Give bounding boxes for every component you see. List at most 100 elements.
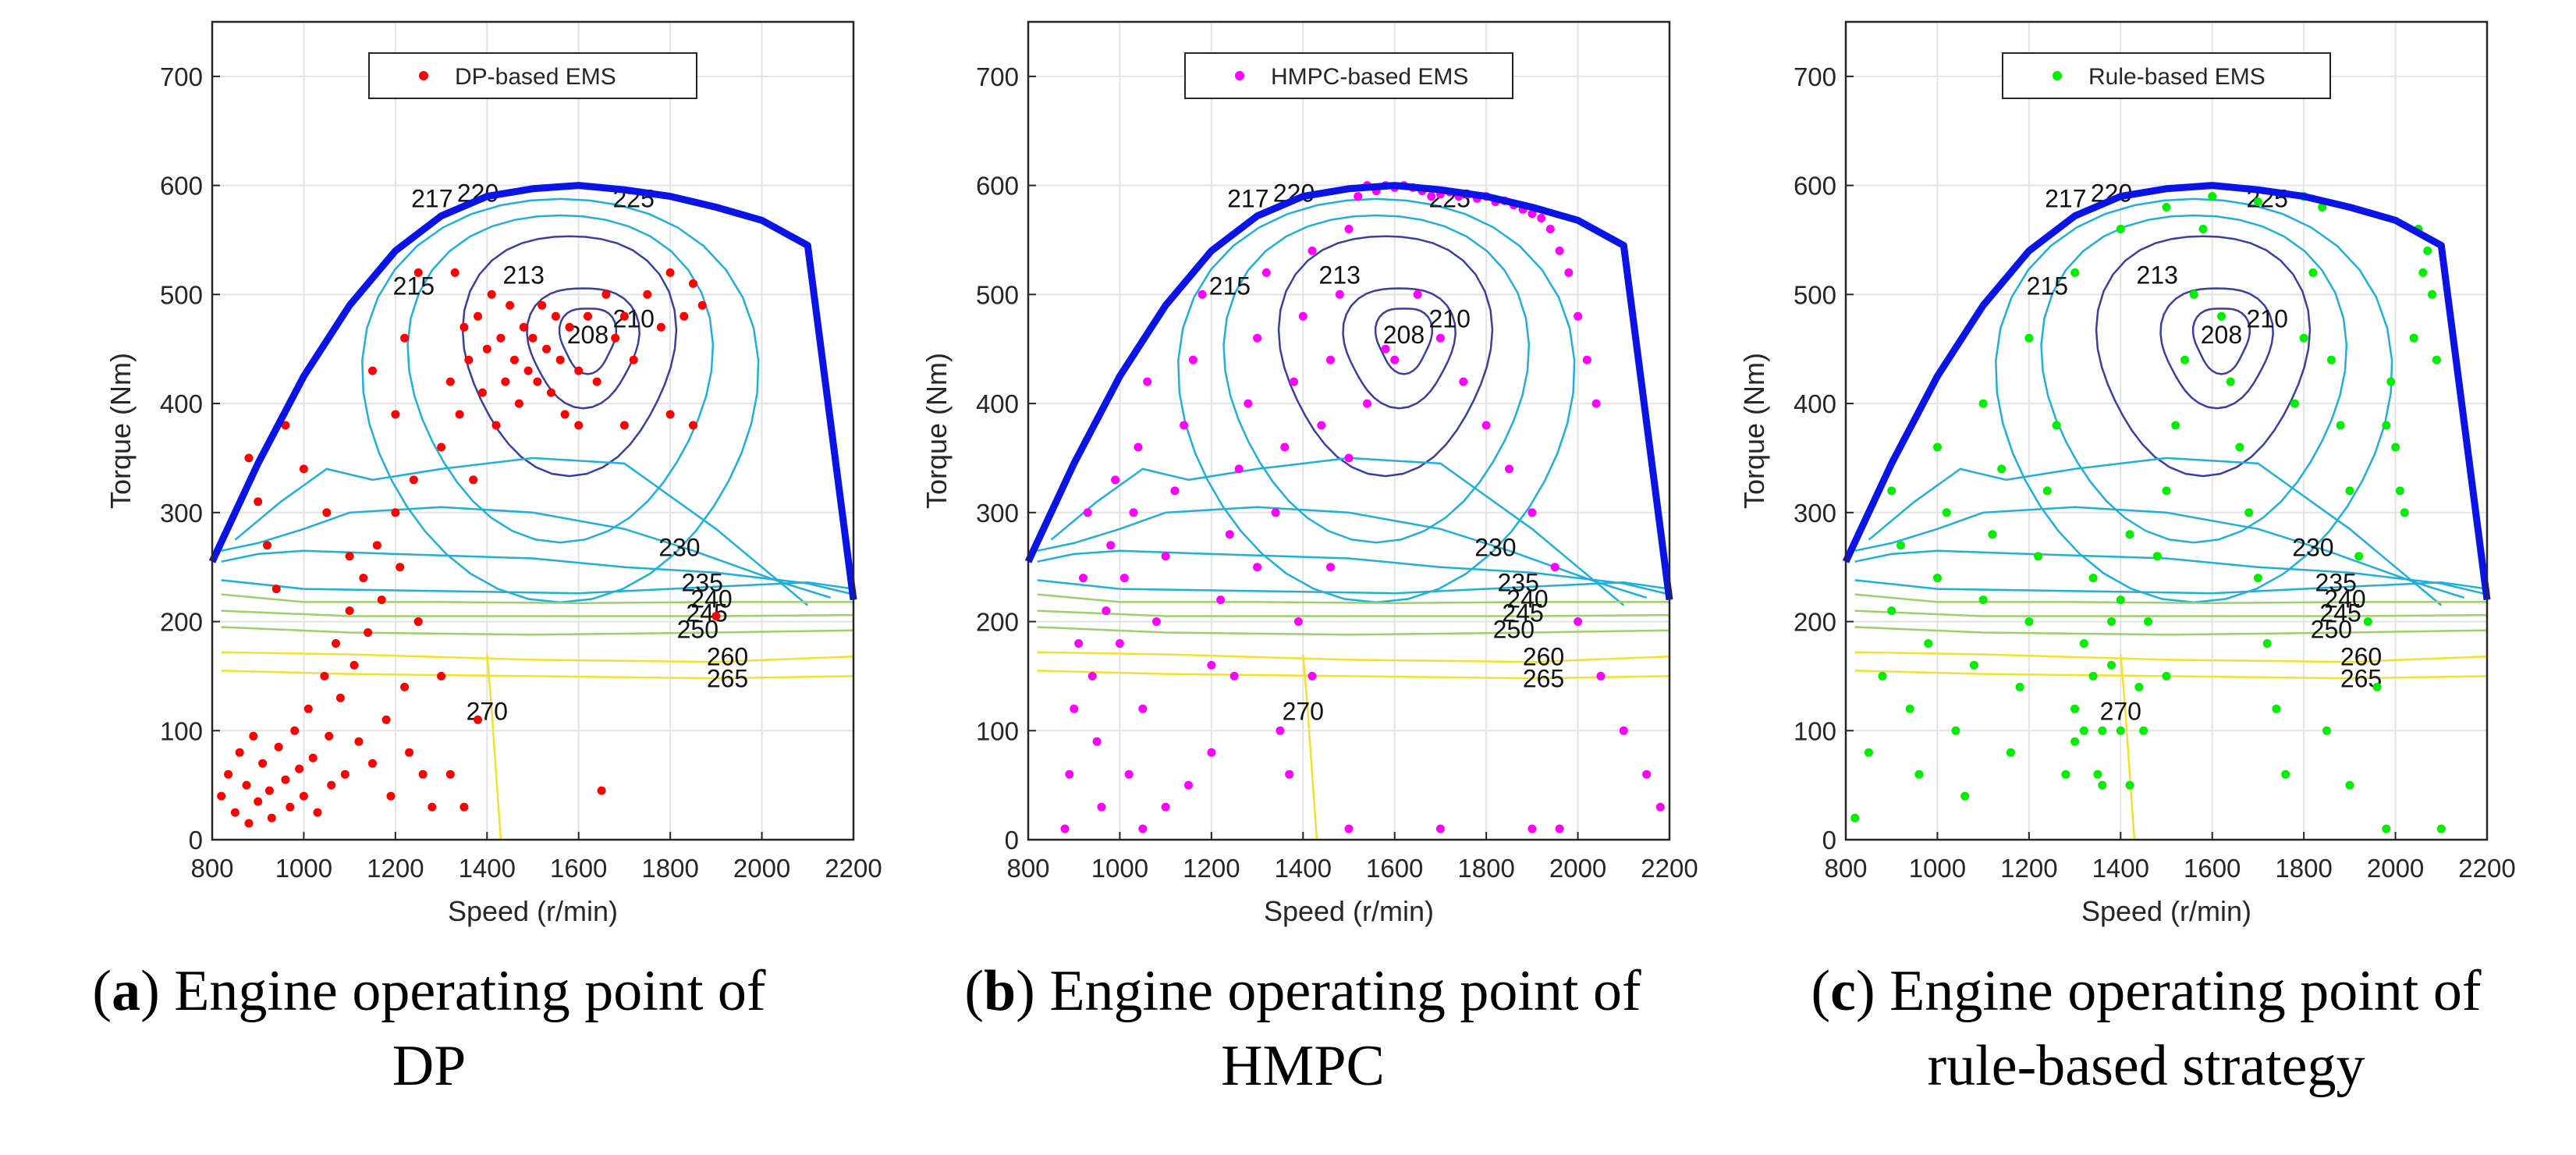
- contour-label-208: 208: [2201, 321, 2242, 349]
- data-point: [2162, 203, 2171, 211]
- data-point: [244, 453, 254, 463]
- y-tick-label: 0: [189, 826, 203, 855]
- data-point: [574, 421, 584, 430]
- data-point: [1481, 421, 1491, 430]
- data-point: [1905, 704, 1914, 713]
- data-point: [290, 726, 300, 735]
- data-point: [711, 612, 721, 620]
- y-tick-label: 200: [1794, 608, 1836, 637]
- legend-label: DP-based EMS: [455, 64, 616, 90]
- data-point: [2098, 780, 2107, 790]
- data-point: [689, 279, 697, 288]
- data-point: [597, 786, 606, 795]
- data-point: [1591, 399, 1601, 408]
- data-point: [629, 355, 638, 364]
- data-point: [1550, 563, 1559, 572]
- data-point: [2345, 780, 2354, 790]
- data-point: [2070, 737, 2080, 746]
- contour-label-270: 270: [1283, 697, 1324, 725]
- data-point: [523, 366, 533, 375]
- data-point: [1942, 508, 1951, 517]
- y-tick-label: 500: [160, 280, 203, 309]
- data-point: [2345, 486, 2354, 496]
- legend-label: Rule-based EMS: [2088, 64, 2266, 90]
- data-point: [519, 322, 528, 332]
- contour-line-265: [221, 670, 854, 680]
- data-point: [1060, 824, 1070, 833]
- x-tick-label: 1000: [1909, 854, 1966, 883]
- data-point: [1216, 595, 1226, 605]
- data-point: [1106, 541, 1116, 550]
- data-point: [2093, 769, 2102, 779]
- data-point: [1097, 802, 1106, 812]
- data-point: [396, 563, 405, 572]
- data-point: [2134, 682, 2144, 691]
- data-point: [295, 764, 304, 773]
- y-axis-label: Torque (Nm): [105, 353, 137, 509]
- contour-label-250: 250: [2311, 615, 2352, 643]
- data-point: [1505, 464, 1513, 474]
- contour-label-213: 213: [2137, 261, 2178, 289]
- x-tick-label: 2200: [825, 854, 882, 883]
- y-tick-label: 400: [160, 389, 203, 418]
- data-point: [364, 628, 373, 637]
- contour-label-245: 245: [1502, 599, 1543, 627]
- data-point: [1285, 769, 1294, 779]
- data-point: [1528, 209, 1537, 219]
- data-point: [2235, 442, 2244, 452]
- data-point: [2116, 595, 2125, 605]
- data-point: [2400, 508, 2409, 517]
- data-point: [1261, 268, 1271, 277]
- data-point: [1951, 726, 1960, 735]
- data-point: [428, 802, 437, 812]
- data-point: [2198, 225, 2208, 233]
- contour-label-260: 260: [1523, 642, 1564, 670]
- caption-b-line1: Engine operating point of: [1049, 959, 1641, 1023]
- data-point: [224, 769, 233, 779]
- data-point: [459, 802, 469, 812]
- contour-label-210: 210: [612, 304, 654, 332]
- data-point: [1161, 552, 1170, 561]
- data-point: [345, 552, 354, 561]
- contour-label-260: 260: [2340, 642, 2382, 670]
- data-point: [1317, 421, 1326, 430]
- y-axis-label: Torque (Nm): [921, 353, 953, 509]
- data-point: [2409, 333, 2418, 343]
- data-point: [264, 786, 274, 795]
- contour-label-217: 217: [411, 185, 452, 213]
- data-point: [1207, 660, 1216, 670]
- data-point: [2125, 780, 2134, 790]
- contour-line-250: [221, 626, 854, 636]
- data-point: [2125, 530, 2134, 539]
- data-point: [263, 541, 271, 550]
- data-point: [258, 759, 268, 768]
- data-point: [1344, 453, 1354, 463]
- data-point: [1083, 508, 1092, 517]
- data-point: [386, 791, 396, 801]
- data-point: [533, 377, 542, 386]
- data-point: [1435, 333, 1445, 343]
- data-point: [2070, 704, 2080, 713]
- x-tick-label: 1800: [1457, 854, 1514, 883]
- data-point: [1555, 824, 1564, 833]
- contour-line-250: [1854, 626, 2488, 636]
- y-tick-label: 100: [1794, 716, 1836, 745]
- data-point: [528, 333, 538, 343]
- data-point: [1574, 311, 1583, 321]
- y-tick-label: 300: [976, 499, 1019, 528]
- data-point: [1988, 530, 1997, 539]
- y-tick-label: 600: [1794, 172, 1836, 201]
- data-point: [254, 497, 263, 506]
- data-point: [1978, 399, 1988, 408]
- data-point: [1298, 311, 1308, 321]
- contour-line-260: [1037, 651, 1670, 663]
- contour-label-217: 217: [1227, 185, 1268, 213]
- data-point: [2116, 726, 2125, 735]
- contour-label-250: 250: [677, 615, 719, 643]
- contour-label-270: 270: [467, 697, 508, 725]
- data-point: [445, 769, 455, 779]
- data-point: [2162, 671, 2171, 681]
- y-tick-label: 600: [976, 172, 1019, 201]
- data-point: [1111, 475, 1120, 485]
- plot-area: [1846, 22, 2487, 840]
